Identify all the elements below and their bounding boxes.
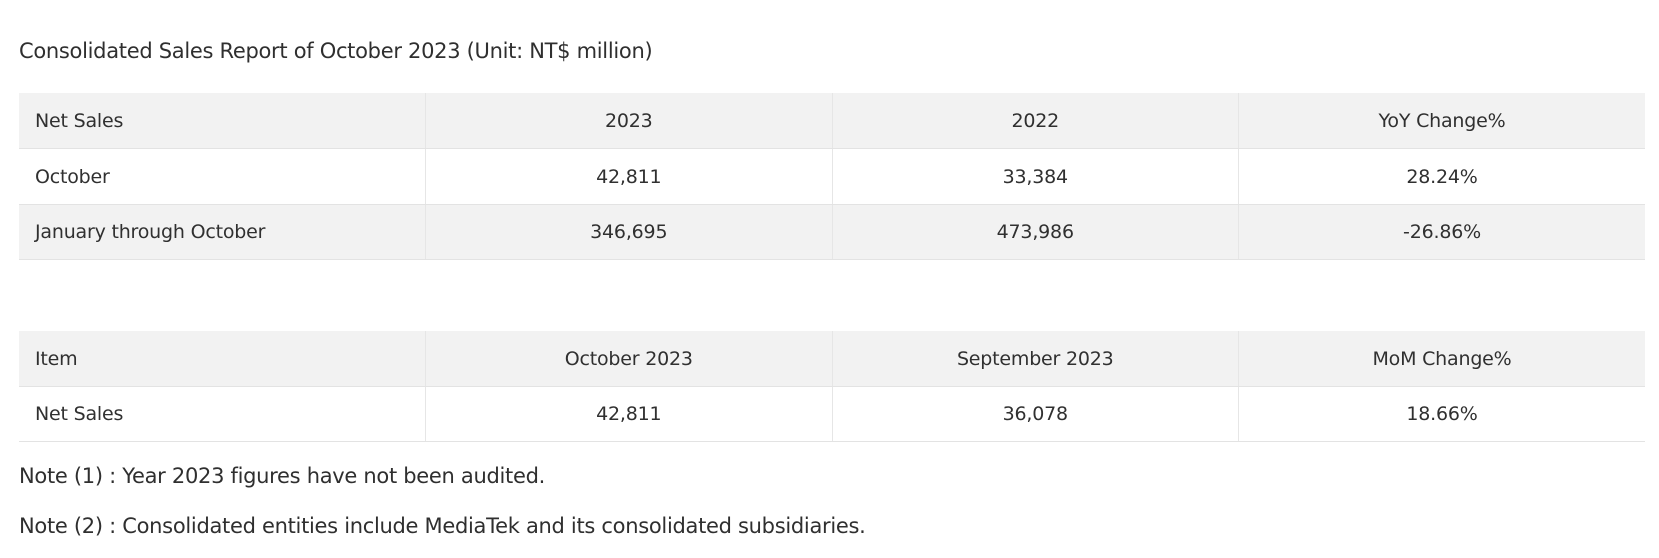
header-cell: Item <box>19 331 426 387</box>
row-label: January through October <box>19 204 426 260</box>
table-row: October 42,811 33,384 28.24% <box>19 148 1645 205</box>
table-cell: 346,695 <box>425 204 832 260</box>
table-cell: 36,078 <box>831 386 1239 442</box>
header-cell: MoM Change% <box>1238 331 1645 387</box>
header-cell: 2023 <box>425 93 832 149</box>
mom-sales-table: Item October 2023 September 2023 MoM Cha… <box>19 331 1645 442</box>
table-row: January through October 346,695 473,986 … <box>19 204 1645 260</box>
yoy-sales-table: Net Sales 2023 2022 YoY Change% October … <box>19 93 1645 260</box>
table-cell: 473,986 <box>831 204 1239 260</box>
table-header-row: Item October 2023 September 2023 MoM Cha… <box>19 331 1645 387</box>
header-cell: YoY Change% <box>1238 93 1645 149</box>
table-cell: 33,384 <box>831 148 1239 205</box>
header-cell: October 2023 <box>425 331 832 387</box>
table-cell: 42,811 <box>425 148 832 205</box>
row-label: October <box>19 148 426 205</box>
table-cell: -26.86% <box>1238 204 1645 260</box>
page-title: Consolidated Sales Report of October 202… <box>19 39 653 63</box>
header-cell: Net Sales <box>19 93 426 149</box>
table-cell: 28.24% <box>1238 148 1645 205</box>
header-cell: September 2023 <box>831 331 1239 387</box>
note-audit: Note (1) : Year 2023 figures have not be… <box>19 464 546 488</box>
row-label: Net Sales <box>19 386 426 442</box>
table-cell: 42,811 <box>425 386 832 442</box>
table-row: Net Sales 42,811 36,078 18.66% <box>19 386 1645 442</box>
table-cell: 18.66% <box>1238 386 1645 442</box>
table-header-row: Net Sales 2023 2022 YoY Change% <box>19 93 1645 149</box>
note-entities: Note (2) : Consolidated entities include… <box>19 514 866 538</box>
header-cell: 2022 <box>831 93 1239 149</box>
